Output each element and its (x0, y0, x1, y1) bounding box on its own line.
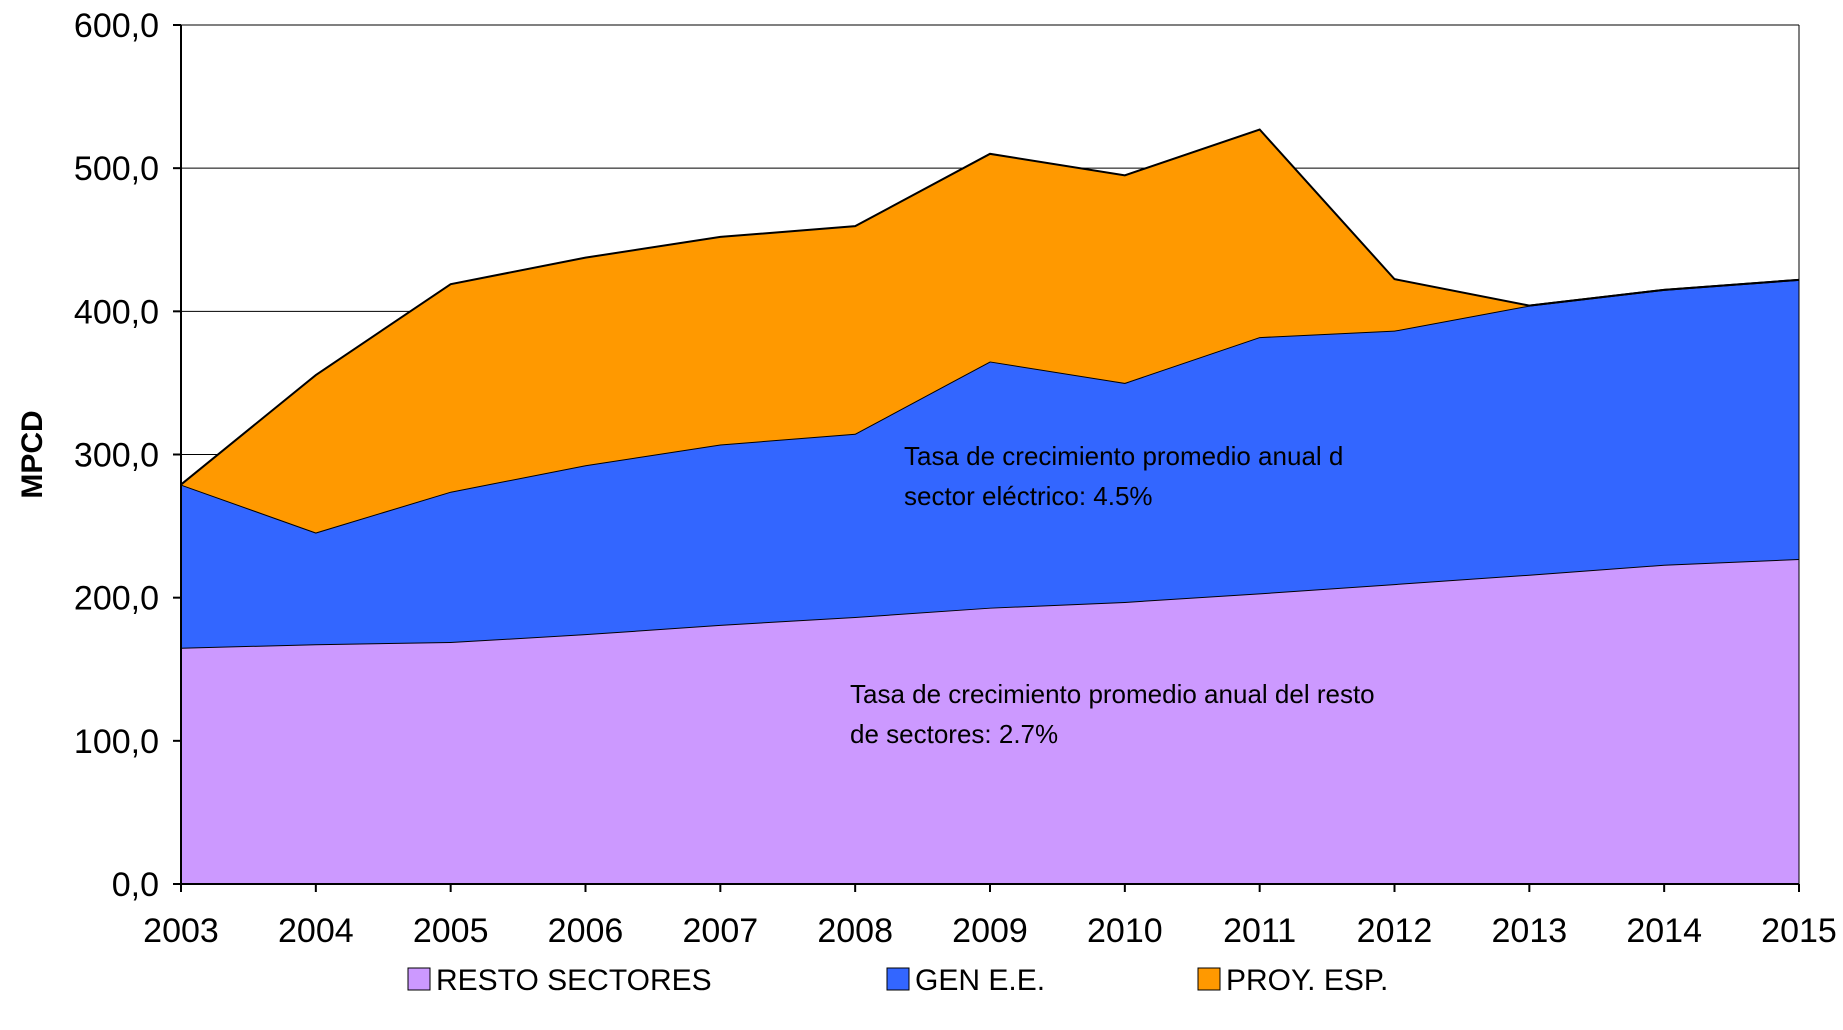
legend-swatch (1197, 967, 1221, 991)
annotation-1-line: sector eléctrico: 4.5% (904, 481, 1153, 511)
legend-swatch (407, 967, 431, 991)
y-axis-title: MPCD (16, 410, 49, 498)
x-tick-label: 2012 (1357, 912, 1433, 950)
area-resto-sectores (181, 559, 1799, 884)
legend-swatch (886, 967, 910, 991)
legend-label: RESTO SECTORES (436, 964, 712, 997)
x-tick-label: 2015 (1761, 912, 1837, 950)
y-tick-label: 100,0 (74, 723, 159, 761)
y-tick-label: 300,0 (74, 437, 159, 475)
x-tick-label: 2005 (413, 912, 489, 950)
x-tick-label: 2003 (143, 912, 219, 950)
x-tick-label: 2007 (683, 912, 759, 950)
y-tick-label: 600,0 (74, 7, 159, 45)
annotation-1-line: Tasa de crecimiento promedio anual d (904, 441, 1343, 471)
annotation-2-line: Tasa de crecimiento promedio anual del r… (850, 679, 1375, 709)
legend-label: GEN E.E. (915, 964, 1045, 997)
area-edge-2 (180, 128, 1800, 486)
legend-label: PROY. ESP. (1226, 964, 1388, 997)
area-proy-esp (181, 129, 1799, 533)
annotations: Tasa de crecimiento promedio anual d sect… (850, 441, 1375, 749)
x-tick-label: 2009 (952, 912, 1028, 950)
x-tick-label: 2004 (278, 912, 354, 950)
x-tick-label: 2011 (1223, 912, 1296, 950)
x-tick-label: 2008 (817, 912, 893, 950)
y-tick-label: 200,0 (74, 580, 159, 618)
legend: RESTO SECTORES GEN E.E. PROY. ESP. (407, 964, 1388, 997)
x-tick-label: 2010 (1087, 912, 1163, 950)
y-tick-label: 400,0 (74, 293, 159, 331)
x-tick-label: 2013 (1492, 912, 1568, 950)
y-tick-label: 0,0 (112, 866, 159, 904)
x-tick-label: 2006 (548, 912, 624, 950)
y-tick-label: 500,0 (74, 150, 159, 188)
annotation-2-line: de sectores: 2.7% (850, 719, 1058, 749)
axes: 0,0 100,0 200,0 300,0 400,0 500,0 600,0 2003 200… (16, 7, 1837, 950)
x-tick-label: 2014 (1626, 912, 1702, 950)
area-series (180, 128, 1800, 884)
area-gen-e-e (181, 279, 1799, 648)
